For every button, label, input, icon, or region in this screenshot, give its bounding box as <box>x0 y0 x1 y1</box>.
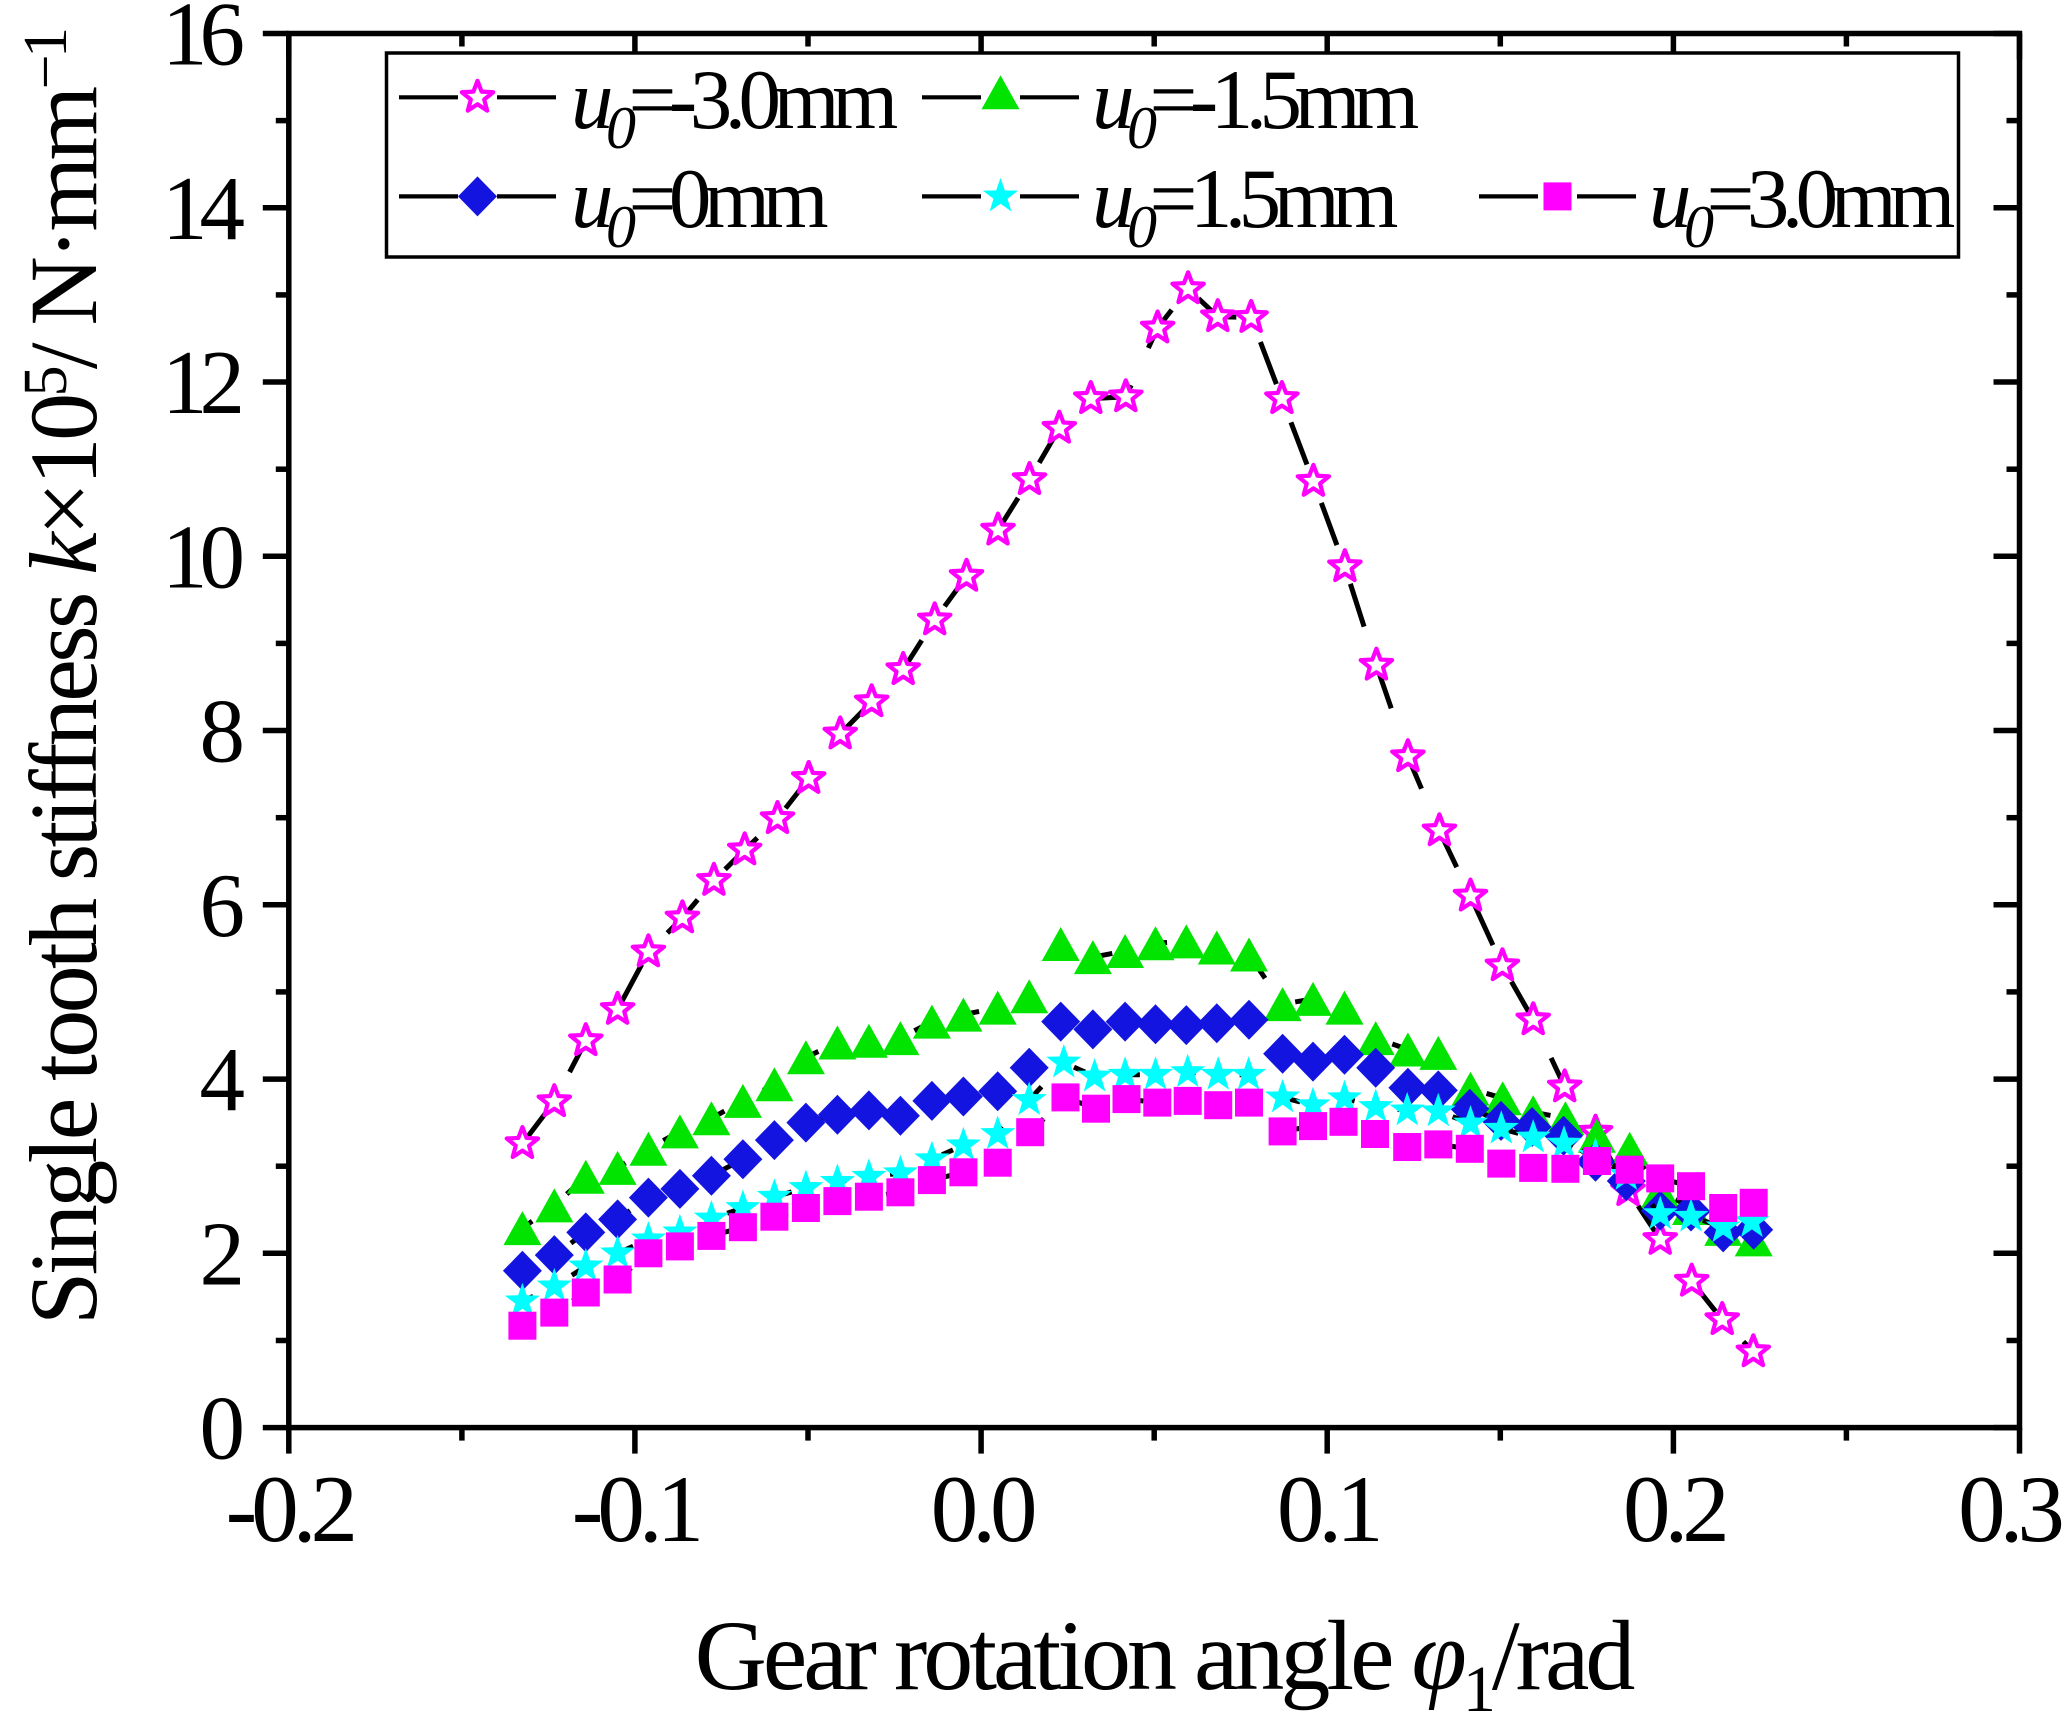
svg-text:u0=-1.5mm: u0=-1.5mm <box>1092 53 1418 161</box>
svg-text:8: 8 <box>200 681 243 782</box>
svg-text:Gear rotation angle φ1/rad: Gear rotation angle φ1/rad <box>695 1600 1635 1712</box>
svg-text:0: 0 <box>200 1378 243 1479</box>
svg-text:0.2: 0.2 <box>1623 1456 1725 1562</box>
svg-text:6: 6 <box>200 855 243 956</box>
svg-text:u0=-3.0mm: u0=-3.0mm <box>571 53 897 161</box>
svg-text:0.0: 0.0 <box>931 1456 1034 1562</box>
svg-text:10: 10 <box>162 506 243 607</box>
svg-text:u0=3.0mm: u0=3.0mm <box>1649 152 1954 260</box>
svg-text:-0.2: -0.2 <box>226 1456 354 1562</box>
svg-text:Single tooth stiffness k×105/: Single tooth stiffness k×105/ N·mm−1 <box>10 30 117 1325</box>
svg-text:u0=0mm: u0=0mm <box>571 152 828 260</box>
svg-text:16: 16 <box>162 0 243 85</box>
svg-text:0.1: 0.1 <box>1277 1456 1378 1562</box>
svg-text:2: 2 <box>200 1203 241 1304</box>
svg-text:14: 14 <box>162 158 245 259</box>
svg-text:-0.1: -0.1 <box>572 1456 699 1562</box>
svg-text:0.3: 0.3 <box>1958 1456 2061 1562</box>
svg-text:12: 12 <box>162 332 241 433</box>
